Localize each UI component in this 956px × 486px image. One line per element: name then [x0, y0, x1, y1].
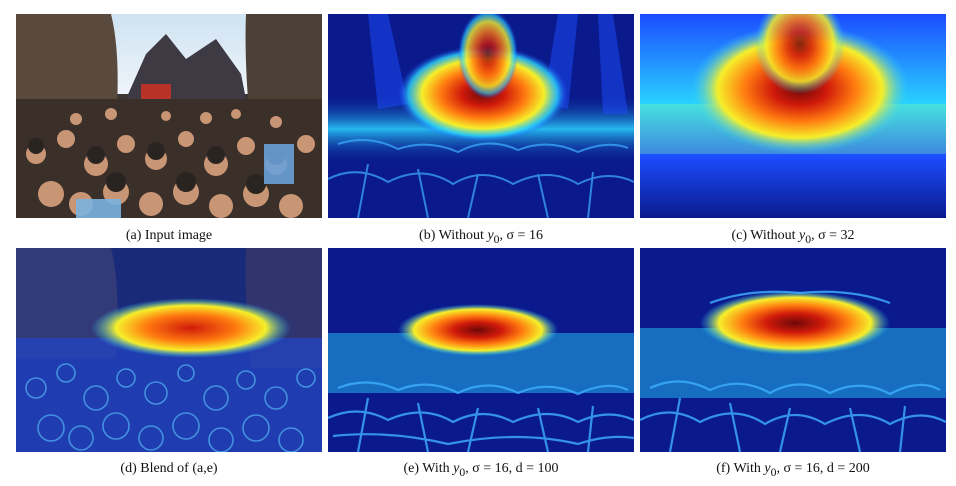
caption-c-sub: 0 — [805, 232, 812, 246]
caption-f-suffix: , σ = 16, d = 200 — [776, 461, 870, 476]
caption-b-var: y — [487, 228, 494, 243]
panel-b-density-map — [328, 14, 634, 218]
caption-d-text: (d) Blend of (a,e) — [120, 461, 218, 476]
caption-f-var: y — [764, 461, 771, 476]
caption-b-prefix: (b) Without — [419, 228, 488, 243]
caption-a-text: (a) Input image — [125, 228, 213, 243]
caption-c-prefix: (c) Without — [731, 228, 800, 243]
caption-c-var: y — [799, 228, 806, 243]
panel-a-input-image — [16, 14, 322, 218]
caption-e-suffix: , σ = 16, d = 100 — [465, 461, 559, 476]
density-map-e — [328, 248, 634, 452]
panel-d-blend — [16, 248, 322, 452]
caption-c-suffix: , σ = 32 — [811, 228, 855, 243]
caption-b-sub: 0 — [493, 232, 500, 246]
caption-c: (c) Without y0, σ = 32 — [640, 228, 946, 248]
density-map-f — [640, 248, 946, 452]
panel-e-density-map — [328, 248, 634, 452]
caption-d: (d) Blend of (a,e) — [16, 461, 322, 477]
caption-a: (a) Input image — [16, 228, 322, 244]
caption-b-suffix: , σ = 16 — [499, 228, 543, 243]
caption-f: (f) With y0, σ = 16, d = 200 — [640, 461, 946, 481]
caption-f-prefix: (f) With — [716, 461, 765, 476]
crowd-photo — [16, 14, 322, 218]
caption-b: (b) Without y0, σ = 16 — [328, 228, 634, 248]
density-map-b — [328, 14, 634, 218]
panel-c-density-map — [640, 14, 946, 218]
density-map-c — [640, 14, 946, 218]
caption-e-var: y — [453, 461, 460, 476]
caption-f-sub: 0 — [770, 465, 777, 479]
blend-image — [16, 248, 322, 452]
panel-f-density-map — [640, 248, 946, 452]
caption-e: (e) With y0, σ = 16, d = 100 — [328, 461, 634, 481]
caption-e-prefix: (e) With — [403, 461, 454, 476]
caption-e-sub: 0 — [459, 465, 466, 479]
